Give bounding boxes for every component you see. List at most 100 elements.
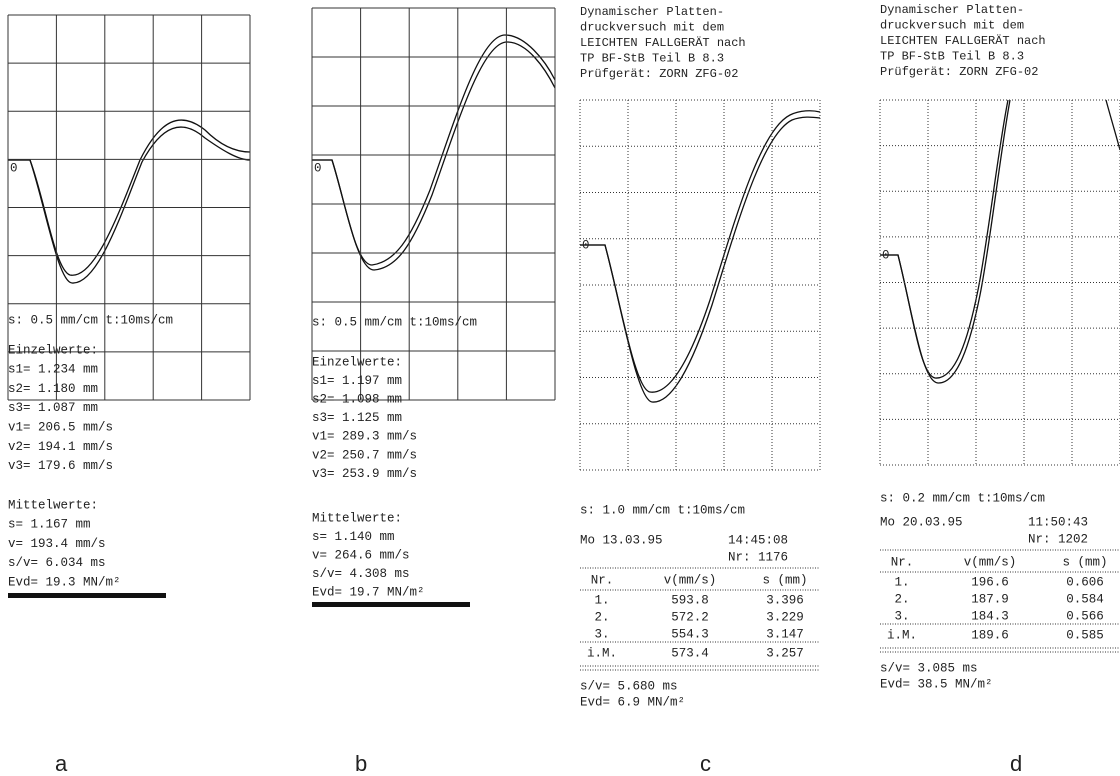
table-cell: 3.229 bbox=[766, 610, 804, 624]
time: 14:45:08 bbox=[728, 533, 788, 547]
table-cell: 554.3 bbox=[671, 627, 709, 641]
grid bbox=[879, 99, 1120, 466]
scale: s: 0.2 mm/cm t:10ms/cm bbox=[880, 491, 1045, 505]
grid bbox=[7, 14, 251, 401]
table-cell: 0.606 bbox=[1066, 575, 1104, 589]
table-header: v(mm/s) bbox=[964, 555, 1017, 569]
table-cell: 572.2 bbox=[671, 610, 709, 624]
value-line: v= 264.6 mm/s bbox=[312, 548, 410, 562]
curve bbox=[312, 34, 556, 266]
section-title: Mittelwerte: bbox=[312, 511, 402, 525]
panel-label: c bbox=[700, 751, 711, 776]
underline-bar bbox=[8, 593, 166, 598]
table-cell: 3. bbox=[894, 609, 909, 623]
time: 11:50:43 bbox=[1028, 515, 1088, 529]
date: Mo 20.03.95 bbox=[880, 515, 963, 529]
header-line: LEICHTEN FALLGERÄT nach bbox=[880, 34, 1046, 48]
curve bbox=[580, 116, 821, 403]
table-cell: 0.566 bbox=[1066, 609, 1104, 623]
value-line: v3= 253.9 mm/s bbox=[312, 467, 417, 481]
table-cell: 2. bbox=[894, 592, 909, 606]
value-line: s1= 1.197 mm bbox=[312, 374, 402, 388]
curve bbox=[312, 41, 556, 271]
table-mean: i.M. bbox=[587, 646, 617, 660]
number: Nr: 1176 bbox=[728, 550, 788, 564]
curve bbox=[1105, 99, 1120, 151]
header-line: druckversuch mit dem bbox=[580, 21, 724, 35]
scale: s: 0.5 mm/cm t:10ms/cm bbox=[312, 315, 477, 329]
date: Mo 13.03.95 bbox=[580, 533, 663, 547]
value-line: Evd= 19.7 MN/m² bbox=[312, 586, 425, 600]
zero-label: 0 bbox=[882, 248, 890, 262]
grid bbox=[579, 99, 821, 471]
table-cell: 3.396 bbox=[766, 593, 804, 607]
zero-label: 0 bbox=[314, 161, 322, 175]
table-header: s (mm) bbox=[762, 573, 807, 587]
table-cell: 3. bbox=[594, 627, 609, 641]
table-cell: 593.8 bbox=[671, 593, 709, 607]
table-header: Nr. bbox=[891, 555, 914, 569]
table-header: Nr. bbox=[591, 573, 614, 587]
value-line: s/v= 4.308 ms bbox=[312, 567, 410, 581]
value-line: s2= 1.098 mm bbox=[312, 392, 402, 406]
number: Nr: 1202 bbox=[1028, 532, 1088, 546]
table-cell: 184.3 bbox=[971, 609, 1009, 623]
panel-label: d bbox=[1010, 751, 1022, 776]
header-line: Dynamischer Platten- bbox=[880, 3, 1024, 17]
value-line: v= 193.4 mm/s bbox=[8, 537, 106, 551]
header-line: druckversuch mit dem bbox=[880, 19, 1024, 33]
header-line: TP BF-StB Teil B 8.3 bbox=[580, 52, 724, 66]
table-cell: 196.6 bbox=[971, 575, 1009, 589]
value-line: v1= 289.3 mm/s bbox=[312, 430, 417, 444]
table-mean: 573.4 bbox=[671, 646, 709, 660]
table-header: v(mm/s) bbox=[664, 573, 717, 587]
zero-label: 0 bbox=[582, 238, 590, 252]
curve bbox=[8, 126, 251, 284]
value-line: s/v= 6.034 ms bbox=[8, 556, 106, 570]
curve bbox=[580, 110, 821, 393]
value-line: s2= 1.180 mm bbox=[8, 382, 98, 396]
section-title: Einzelwerte: bbox=[8, 343, 98, 357]
panel-label: a bbox=[55, 751, 68, 776]
grid bbox=[311, 7, 556, 401]
result-line: Evd= 6.9 MN/m² bbox=[580, 695, 685, 709]
table-cell: 187.9 bbox=[971, 592, 1009, 606]
value-line: s1= 1.234 mm bbox=[8, 363, 98, 377]
value-line: v2= 194.1 mm/s bbox=[8, 440, 113, 454]
zero-label: 0 bbox=[10, 161, 18, 175]
header-line: LEICHTEN FALLGERÄT nach bbox=[580, 36, 746, 50]
section-title: Einzelwerte: bbox=[312, 355, 402, 369]
value-line: v1= 206.5 mm/s bbox=[8, 420, 113, 434]
header-line: Prüfgerät: ZORN ZFG-02 bbox=[580, 67, 738, 81]
section-title: Mittelwerte: bbox=[8, 498, 98, 512]
value-line: s= 1.167 mm bbox=[8, 518, 91, 532]
table-mean: i.M. bbox=[887, 628, 917, 642]
panel-label: b bbox=[355, 751, 367, 776]
curve bbox=[880, 99, 1011, 384]
value-line: Evd= 19.3 MN/m² bbox=[8, 575, 121, 589]
table-cell: 1. bbox=[594, 593, 609, 607]
scale: s: 0.5 mm/cm t:10ms/cm bbox=[8, 313, 173, 327]
table-mean: 3.257 bbox=[766, 646, 804, 660]
table-cell: 2. bbox=[594, 610, 609, 624]
result-line: s/v= 3.085 ms bbox=[880, 661, 978, 675]
table-mean: 0.585 bbox=[1066, 628, 1104, 642]
result-line: Evd= 38.5 MN/m² bbox=[880, 677, 993, 691]
value-line: s3= 1.125 mm bbox=[312, 411, 402, 425]
table-header: s (mm) bbox=[1062, 555, 1107, 569]
value-line: v2= 250.7 mm/s bbox=[312, 448, 417, 462]
header-line: Prüfgerät: ZORN ZFG-02 bbox=[880, 65, 1038, 79]
scale: s: 1.0 mm/cm t:10ms/cm bbox=[580, 503, 745, 517]
header-line: Dynamischer Platten- bbox=[580, 5, 724, 19]
value-line: s= 1.140 mm bbox=[312, 530, 395, 544]
value-line: v3= 179.6 mm/s bbox=[8, 459, 113, 473]
table-cell: 0.584 bbox=[1066, 592, 1104, 606]
table-cell: 1. bbox=[894, 575, 909, 589]
result-line: s/v= 5.680 ms bbox=[580, 679, 678, 693]
header-line: TP BF-StB Teil B 8.3 bbox=[880, 50, 1024, 64]
underline-bar bbox=[312, 602, 470, 607]
table-mean: 189.6 bbox=[971, 628, 1009, 642]
table-cell: 3.147 bbox=[766, 627, 804, 641]
value-line: s3= 1.087 mm bbox=[8, 401, 98, 415]
